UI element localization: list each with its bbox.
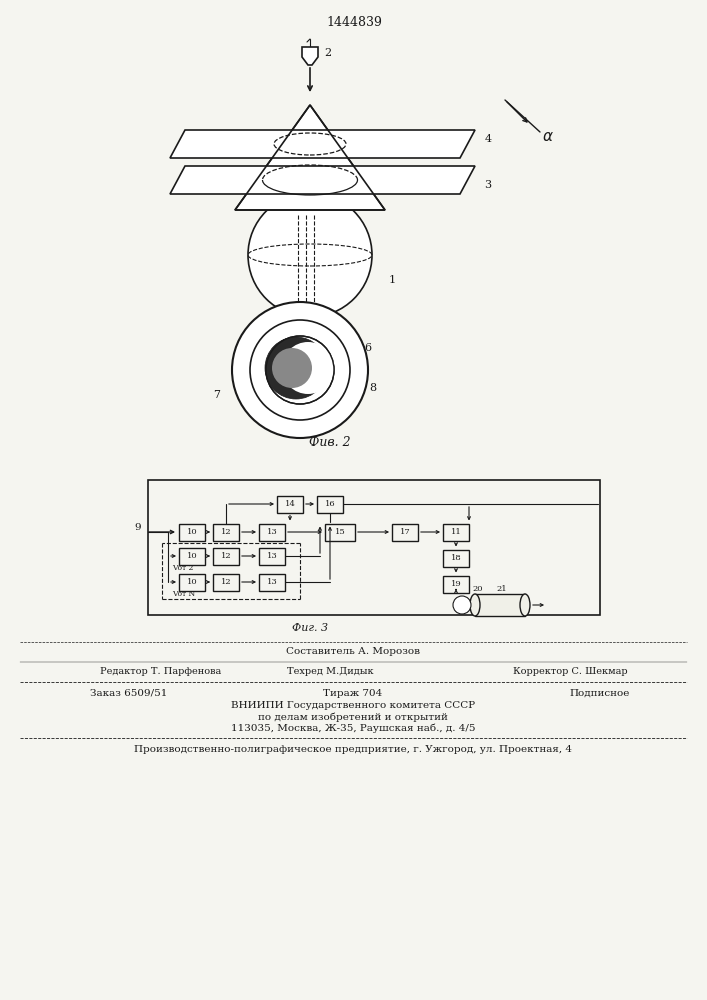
Text: 2: 2 [325, 48, 332, 58]
Polygon shape [235, 105, 385, 210]
Text: Тираж 704: Тираж 704 [323, 688, 382, 698]
Ellipse shape [470, 594, 480, 616]
Polygon shape [170, 130, 475, 158]
Text: 15: 15 [334, 528, 346, 536]
Polygon shape [170, 166, 475, 194]
Text: 8: 8 [370, 383, 377, 393]
Text: Vот N: Vот N [172, 590, 195, 598]
Text: 10: 10 [187, 528, 197, 536]
Text: 113035, Москва, Ж-35, Раушская наб., д. 4/5: 113035, Москва, Ж-35, Раушская наб., д. … [230, 723, 475, 733]
Text: 1: 1 [388, 275, 395, 285]
Text: 16: 16 [325, 500, 335, 508]
Text: Корректор С. Шекмар: Корректор С. Шекмар [513, 668, 627, 676]
Text: 13: 13 [267, 552, 277, 560]
Text: Производственно-полиграфическое предприятие, г. Ужгород, ул. Проектная, 4: Производственно-полиграфическое предприя… [134, 746, 572, 754]
Text: 7: 7 [214, 390, 221, 400]
Text: 13: 13 [267, 578, 277, 586]
Bar [179, 574, 205, 590]
Bar [317, 495, 343, 512]
Text: Редактор Т. Парфенова: Редактор Т. Парфенова [100, 668, 221, 676]
Ellipse shape [520, 594, 530, 616]
Text: 12: 12 [221, 528, 231, 536]
Text: 10: 10 [187, 552, 197, 560]
Text: 8: 8 [351, 353, 358, 363]
Polygon shape [302, 47, 318, 65]
Circle shape [453, 596, 471, 614]
Bar [213, 524, 239, 540]
Text: 1444839: 1444839 [326, 15, 382, 28]
Bar [213, 574, 239, 590]
Bar [475, 594, 525, 616]
Text: 6: 6 [364, 343, 372, 353]
Text: 3: 3 [484, 180, 491, 190]
Ellipse shape [248, 193, 372, 317]
Text: 21: 21 [497, 585, 508, 593]
Circle shape [266, 336, 334, 404]
Text: 11: 11 [450, 528, 462, 536]
Text: 5: 5 [325, 317, 332, 327]
Text: 4: 4 [484, 134, 491, 144]
Text: 9: 9 [135, 522, 141, 532]
Bar [392, 524, 418, 540]
Text: 19: 19 [450, 580, 462, 588]
Bar [179, 548, 205, 564]
Bar [259, 524, 285, 540]
Circle shape [265, 337, 327, 399]
Bar [443, 550, 469, 566]
Bar [325, 524, 355, 540]
Text: 14: 14 [284, 500, 296, 508]
Text: 12: 12 [221, 578, 231, 586]
Text: 20: 20 [473, 585, 484, 593]
Text: Заказ 6509/51: Заказ 6509/51 [90, 688, 168, 698]
Text: 18: 18 [450, 554, 462, 562]
Bar [259, 574, 285, 590]
Text: Составитель А. Морозов: Составитель А. Морозов [286, 648, 420, 656]
Text: 13: 13 [267, 528, 277, 536]
Bar [148, 480, 600, 615]
Bar [179, 524, 205, 540]
Text: по делам изобретений и открытий: по делам изобретений и открытий [258, 712, 448, 722]
Text: 12: 12 [221, 552, 231, 560]
Bar [443, 524, 469, 540]
Circle shape [282, 342, 334, 394]
Bar [259, 548, 285, 564]
Text: $\alpha$: $\alpha$ [542, 130, 554, 144]
Circle shape [250, 320, 350, 420]
Circle shape [232, 302, 368, 438]
Bar [277, 495, 303, 512]
Text: ВНИИПИ Государственного комитета СССР: ВНИИПИ Государственного комитета СССР [231, 702, 475, 710]
Bar [213, 548, 239, 564]
Circle shape [272, 348, 312, 388]
Text: Техред М.Дидык: Техред М.Дидык [286, 668, 373, 676]
Bar [443, 576, 469, 592]
Text: 10: 10 [187, 578, 197, 586]
Ellipse shape [274, 133, 346, 155]
Text: Фив. 2: Фив. 2 [309, 436, 351, 448]
Text: Подписное: Подписное [570, 688, 630, 698]
Text: Фиг. 3: Фиг. 3 [292, 623, 328, 633]
Text: 17: 17 [399, 528, 410, 536]
Text: Vот 2: Vот 2 [172, 564, 194, 572]
